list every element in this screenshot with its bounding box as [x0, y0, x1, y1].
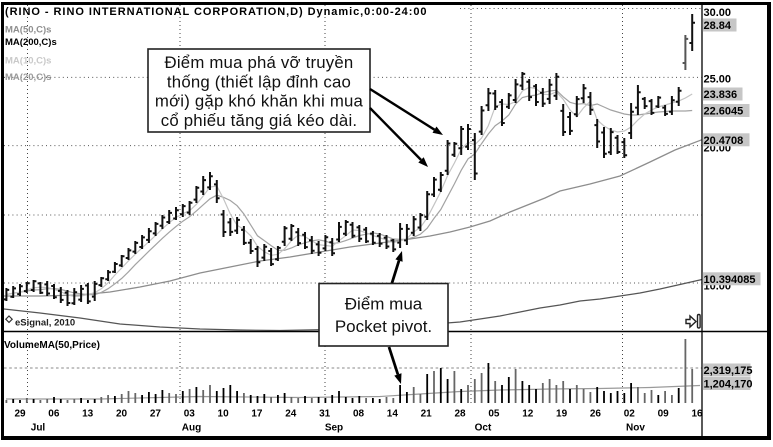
svg-text:22.6045: 22.6045 — [704, 106, 744, 118]
svg-text:19: 19 — [556, 409, 568, 420]
svg-text:09: 09 — [658, 409, 670, 420]
svg-text:eSignal, 2010: eSignal, 2010 — [15, 318, 75, 329]
svg-text:27: 27 — [150, 409, 162, 420]
svg-text:10.394085: 10.394085 — [704, 274, 756, 286]
svg-text:21: 21 — [421, 409, 433, 420]
svg-text:02: 02 — [624, 409, 636, 420]
svg-text:2,319,175: 2,319,175 — [704, 365, 753, 377]
svg-text:thống (thiết lập đỉnh cao: thống (thiết lập đỉnh cao — [167, 72, 351, 91]
svg-text:MA(200,C)s: MA(200,C)s — [5, 37, 57, 48]
svg-text:1,204,170: 1,204,170 — [704, 379, 753, 391]
svg-text:20: 20 — [116, 409, 128, 420]
svg-text:Oct: Oct — [475, 423, 492, 434]
svg-text:VolumeMA(50,Price): VolumeMA(50,Price) — [4, 340, 100, 351]
svg-text:23.836: 23.836 — [704, 89, 738, 101]
svg-text:MA(20,C)s: MA(20,C)s — [5, 72, 51, 83]
svg-text:Aug: Aug — [182, 423, 201, 434]
svg-text:cổ phiếu tăng giá kéo dài.: cổ phiếu tăng giá kéo dài. — [161, 111, 357, 130]
svg-text:Jul: Jul — [31, 423, 46, 434]
svg-text:29: 29 — [14, 409, 26, 420]
svg-text:10: 10 — [218, 409, 230, 420]
svg-text:16: 16 — [691, 409, 703, 420]
svg-text:28.84: 28.84 — [704, 20, 732, 32]
svg-text:08: 08 — [353, 409, 365, 420]
svg-text:MA(50,C)s: MA(50,C)s — [5, 25, 51, 36]
svg-text:MA(10,C)s: MA(10,C)s — [5, 56, 51, 67]
svg-text:03: 03 — [184, 409, 196, 420]
svg-text:31: 31 — [319, 409, 331, 420]
svg-text:25.00: 25.00 — [704, 74, 732, 86]
svg-text:05: 05 — [488, 409, 500, 420]
svg-text:(RINO - RINO INTERNATIONAL COR: (RINO - RINO INTERNATIONAL CORPORATION,D… — [5, 6, 428, 18]
svg-text:Sep: Sep — [325, 423, 343, 434]
svg-text:13: 13 — [82, 409, 94, 420]
svg-text:Điểm mua phá vỡ truyền: Điểm mua phá vỡ truyền — [165, 53, 354, 72]
svg-text:24: 24 — [285, 409, 297, 420]
svg-text:Điểm mua: Điểm mua — [345, 295, 423, 314]
svg-text:26: 26 — [590, 409, 602, 420]
svg-text:20.4708: 20.4708 — [704, 135, 744, 147]
svg-text:30.00: 30.00 — [704, 7, 732, 19]
svg-text:28: 28 — [454, 409, 466, 420]
svg-text:Pocket pivot.: Pocket pivot. — [335, 317, 432, 336]
svg-text:Nov: Nov — [626, 423, 645, 434]
svg-text:17: 17 — [251, 409, 263, 420]
svg-text:12: 12 — [522, 409, 534, 420]
svg-text:mới) gặp khó khăn khi mua: mới) gặp khó khăn khi mua — [155, 92, 364, 111]
svg-text:14: 14 — [387, 409, 399, 420]
svg-text:06: 06 — [48, 409, 60, 420]
